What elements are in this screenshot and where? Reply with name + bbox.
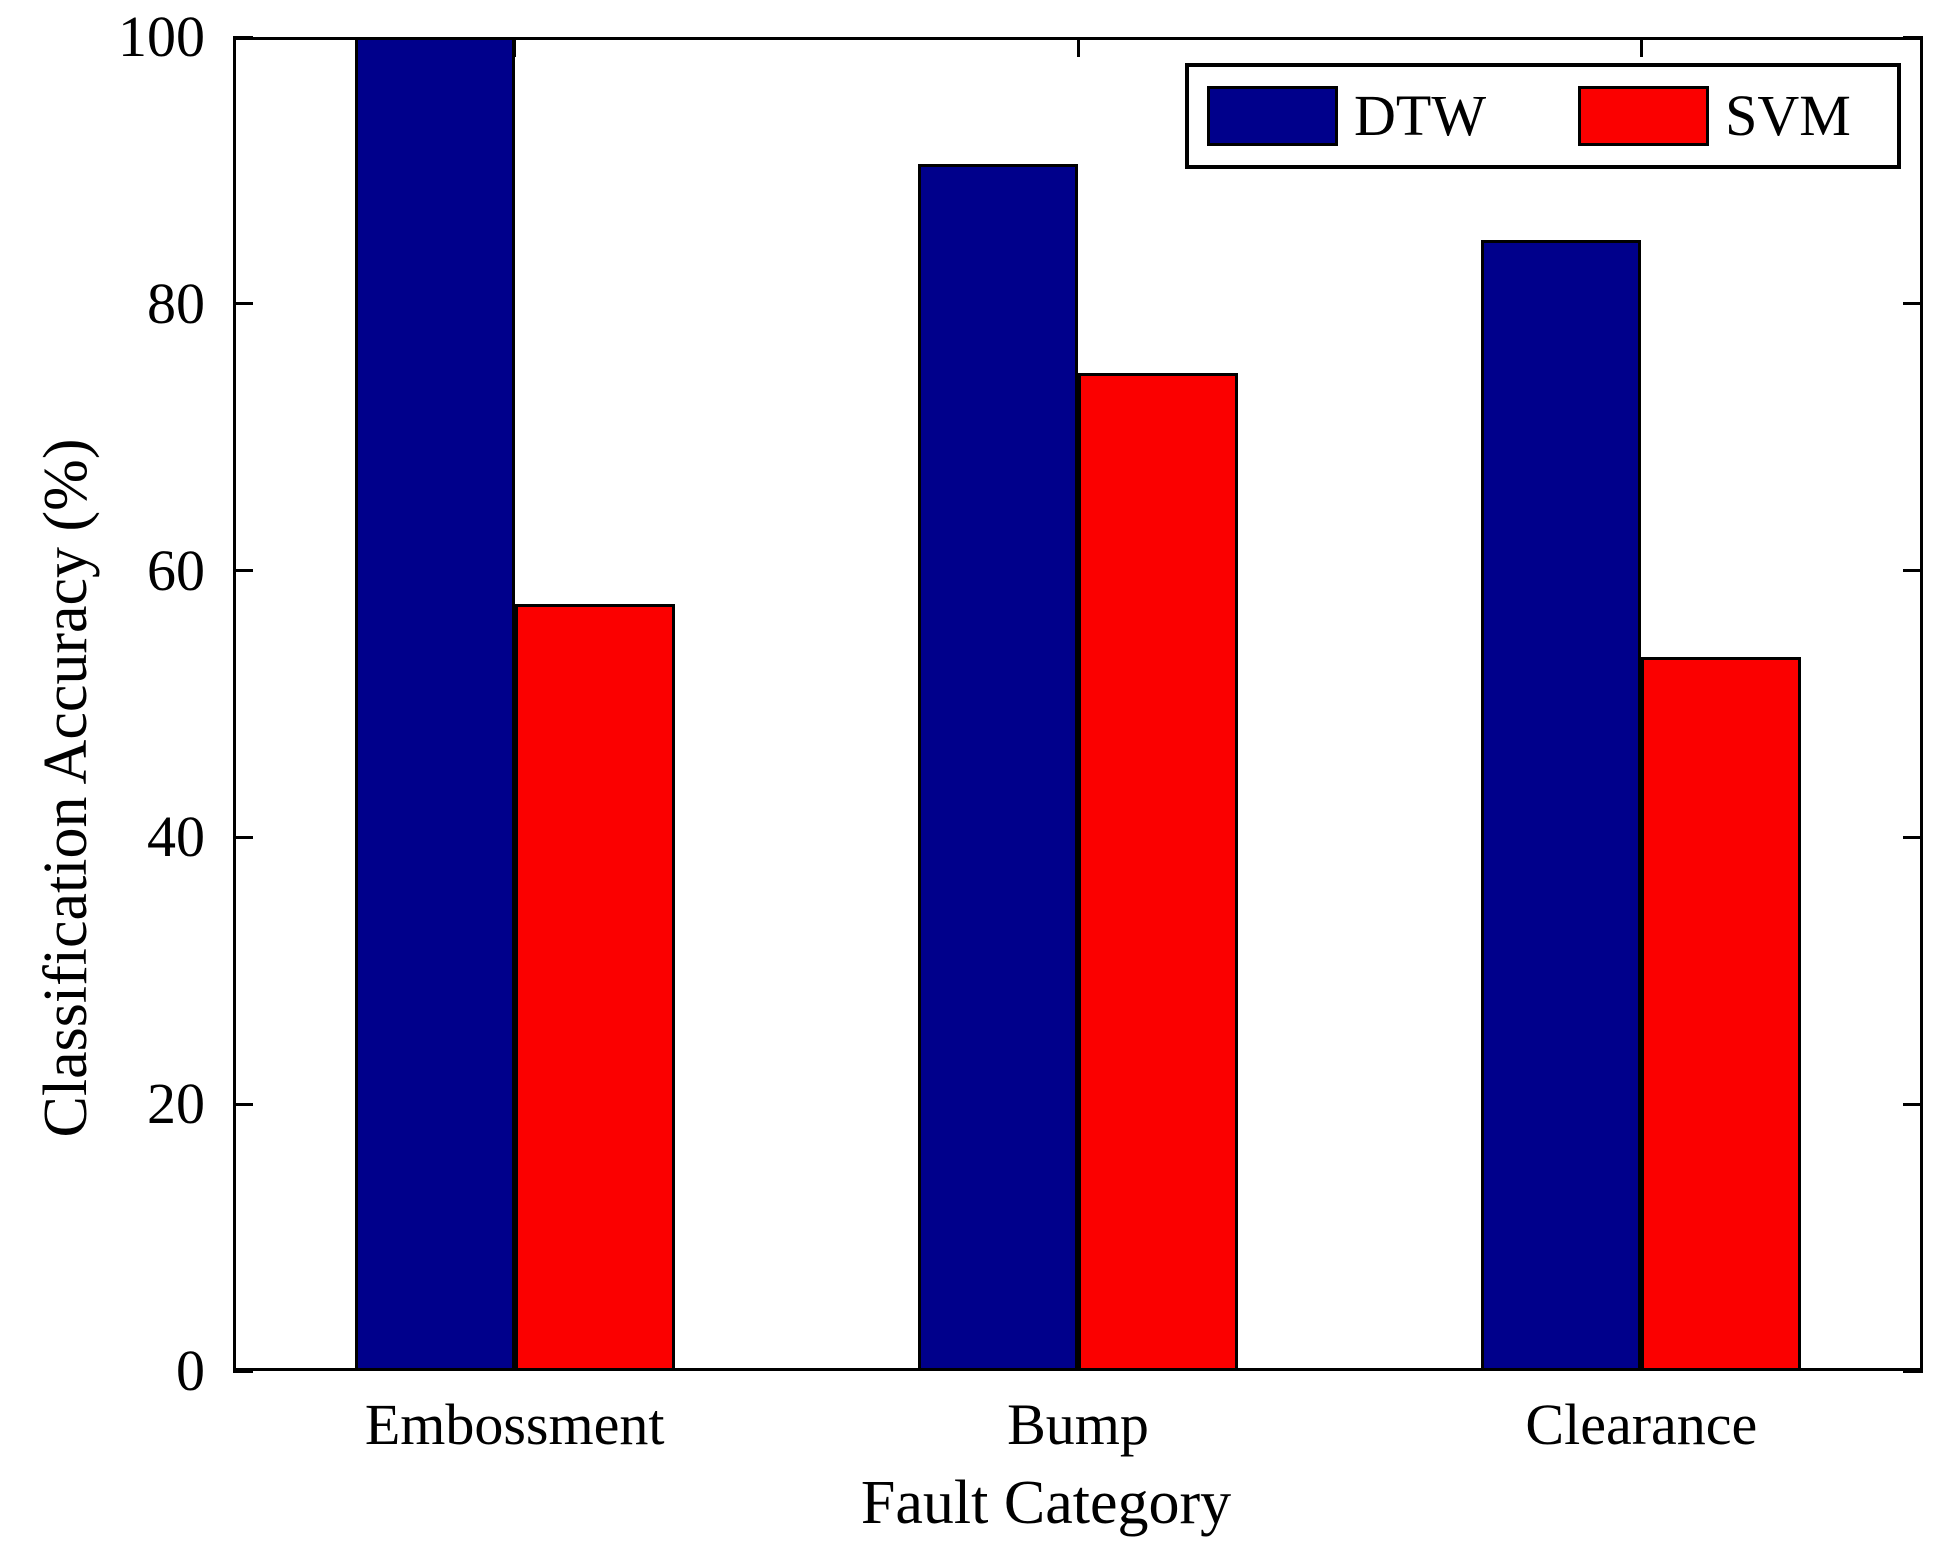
legend-swatch-dtw	[1207, 86, 1338, 146]
legend-label-svm: SVM	[1725, 83, 1851, 148]
x-tick-top	[513, 37, 517, 57]
category-label-clearance: Clearance	[1525, 1392, 1758, 1457]
bar-svm-embossment	[514, 603, 675, 1371]
category-label-embossment: Embossment	[364, 1392, 665, 1457]
legend-label-dtw: DTW	[1354, 83, 1487, 148]
bar-dtw-embossment	[354, 37, 515, 1371]
y-tick-left	[233, 35, 253, 39]
y-tick-label: 100	[118, 4, 205, 69]
legend-swatch-svm	[1578, 86, 1710, 146]
y-tick-right	[1903, 569, 1923, 573]
bar-svm-clearance	[1641, 657, 1802, 1371]
y-tick-left	[233, 1369, 253, 1373]
y-tick-right	[1903, 1102, 1923, 1106]
y-tick-left	[233, 835, 253, 839]
y-tick-left	[233, 302, 253, 306]
legend: DTW SVM	[1185, 63, 1901, 169]
y-tick-label: 80	[147, 270, 205, 336]
y-tick-right	[1903, 1369, 1923, 1373]
category-label-bump: Bump	[1007, 1392, 1149, 1457]
bar-dtw-bump	[918, 163, 1078, 1371]
y-tick-left	[233, 569, 253, 573]
x-tick-top	[1639, 37, 1643, 57]
x-axis-label: Fault Category	[860, 1469, 1232, 1537]
y-tick-label: 20	[147, 1071, 205, 1137]
bar-svm-bump	[1078, 373, 1238, 1371]
y-tick-right	[1903, 835, 1923, 839]
y-tick-label: 40	[147, 804, 205, 870]
y-tick-right	[1903, 302, 1923, 306]
y-tick-right	[1903, 35, 1923, 39]
y-tick-left	[233, 1102, 253, 1106]
y-tick-label: 60	[147, 537, 205, 603]
bar-dtw-clearance	[1481, 239, 1642, 1371]
y-axis-label: Classification Accuracy (%)	[32, 438, 100, 1138]
y-tick-label: 0	[176, 1338, 205, 1403]
x-tick-top	[1076, 37, 1080, 57]
